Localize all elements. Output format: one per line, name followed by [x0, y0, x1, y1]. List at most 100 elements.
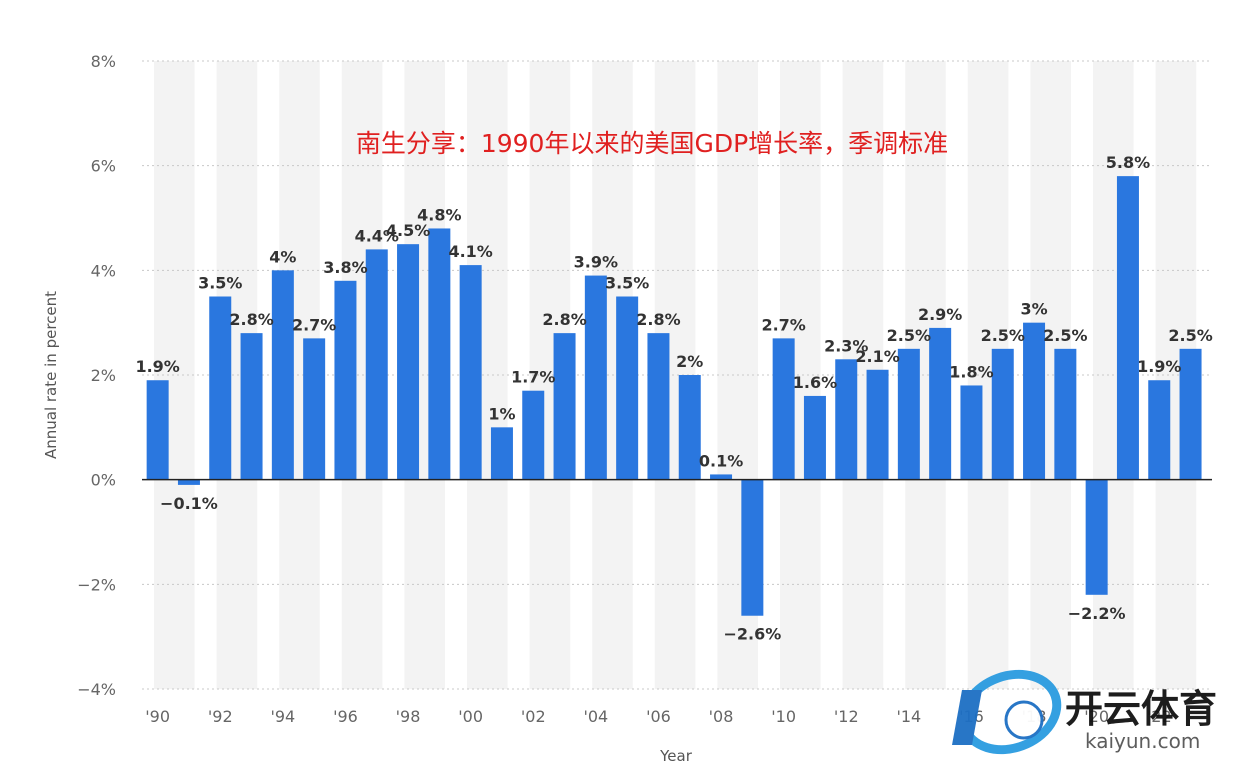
data-label-2017: 2.5%	[981, 326, 1025, 345]
x-tick-label: '96	[333, 707, 358, 726]
x-tick-label: '98	[396, 707, 421, 726]
data-label-2022: 1.9%	[1137, 357, 1181, 376]
x-tick-label: '94	[270, 707, 295, 726]
data-label-2006: 2.8%	[636, 310, 680, 329]
bar-2017	[991, 348, 1014, 480]
bar-1998	[397, 244, 420, 480]
bar-2015	[929, 327, 952, 480]
bar-2014	[897, 348, 920, 480]
bar-2012	[835, 359, 858, 480]
x-tick-label: '06	[646, 707, 671, 726]
data-label-2010: 2.7%	[761, 315, 805, 334]
x-axis-title: Year	[659, 747, 693, 765]
soccer-ball-icon	[1004, 700, 1044, 740]
x-tick-label: '20	[1084, 707, 1109, 726]
data-label-2002: 1.7%	[511, 368, 555, 387]
data-label-2009: −2.6%	[723, 625, 781, 644]
y-tick-label: 2%	[91, 366, 116, 385]
data-label-2019: 2.5%	[1043, 326, 1087, 345]
data-label-2014: 2.5%	[887, 326, 931, 345]
x-tick-label: '00	[458, 707, 483, 726]
data-label-2021: 5.8%	[1106, 153, 1150, 172]
bar-1994	[271, 270, 294, 480]
data-labels: 1.9% −0.1% 3.5% 2.8% 4% 2.7% 3.8% 4.4%4.5%4.8% 4…	[135, 153, 1212, 644]
x-tick-label: '90	[145, 707, 170, 726]
bar-1995	[303, 338, 326, 480]
bar-2011	[803, 395, 826, 480]
x-tick-label: '10	[771, 707, 796, 726]
bar-2008	[710, 474, 733, 480]
data-label-1996: 3.8%	[323, 258, 367, 277]
data-label-2000: 4.1%	[448, 242, 492, 261]
data-label-2008: 0.1%	[699, 451, 743, 470]
data-label-1997: 4.4%	[355, 226, 399, 245]
x-tick-label: '12	[834, 707, 859, 726]
bar-2021	[1116, 176, 1139, 480]
data-label-1994: 4%	[269, 247, 296, 266]
bar-2022	[1148, 380, 1171, 480]
bars	[146, 176, 1202, 616]
logo-k-icon	[952, 690, 982, 745]
bar-2020	[1085, 479, 1108, 595]
data-label-2013: 2.1%	[855, 347, 899, 366]
data-label-2018: 3%	[1020, 300, 1047, 319]
bar-2001	[490, 427, 513, 480]
bar-2002	[522, 390, 545, 480]
bar-1997	[365, 249, 388, 480]
y-tick-label: 0%	[91, 471, 116, 490]
x-tick-label: '22	[1147, 707, 1172, 726]
data-label-1992: 3.5%	[198, 274, 242, 293]
data-label-2004: 3.9%	[574, 253, 618, 272]
data-label-2011: 1.6%	[793, 373, 837, 392]
bar-2006	[647, 333, 670, 480]
data-label-2020: −2.2%	[1068, 604, 1126, 623]
chart-title: 南生分享：1990年以来的美国GDP增长率，季调标准	[356, 129, 948, 158]
data-label-1993: 2.8%	[229, 310, 273, 329]
data-label-2023: 2.5%	[1168, 326, 1212, 345]
data-label-1991: −0.1%	[160, 494, 218, 513]
bar-1991	[177, 479, 200, 485]
bar-2003	[553, 333, 576, 480]
data-label-2007: 2%	[676, 352, 703, 371]
data-label-2015: 2.9%	[918, 305, 962, 324]
x-tick-label: '02	[521, 707, 546, 726]
data-label-2003: 2.8%	[542, 310, 586, 329]
bar-1999	[428, 228, 451, 480]
x-tick-label: '04	[583, 707, 608, 726]
data-label-2005: 3.5%	[605, 274, 649, 293]
x-tick-label: '08	[709, 707, 734, 726]
y-tick-label: −4%	[77, 680, 116, 699]
data-label-1999: 4.8%	[417, 205, 461, 224]
y-tick-label: −2%	[77, 575, 116, 594]
bar-2000	[459, 265, 482, 480]
bar-1992	[209, 296, 232, 480]
data-label-2012: 2.3%	[824, 336, 868, 355]
x-axis-ticks: '90 '92 '94 '96 '98 '00 '02 '04 '06 '08 '10 '12 '14 '…	[145, 707, 1171, 726]
bar-1990	[146, 380, 169, 480]
bar-2005	[616, 296, 639, 480]
y-axis-ticks: 8% 6% 4% 2% 0% −2% −4%	[77, 52, 116, 699]
data-label-1995: 2.7%	[292, 315, 336, 334]
data-label-1990: 1.9%	[135, 357, 179, 376]
y-tick-label: 4%	[91, 261, 116, 280]
y-axis-title: Annual rate in percent	[42, 291, 60, 459]
y-tick-label: 6%	[91, 157, 116, 176]
bar-2018	[1023, 322, 1046, 480]
bar-1996	[334, 280, 357, 480]
bar-2016	[960, 385, 983, 480]
data-label-2001: 1%	[488, 404, 515, 423]
bar-2007	[678, 375, 701, 480]
x-tick-label: '14	[896, 707, 921, 726]
bar-2013	[866, 369, 889, 480]
bar-2009	[741, 479, 764, 616]
data-label-1998: 4.5%	[386, 221, 430, 240]
y-tick-label: 8%	[91, 52, 116, 71]
bar-2010	[772, 338, 795, 480]
watermark-sub: kaiyun.com	[1085, 729, 1200, 753]
bar-2023	[1179, 348, 1202, 480]
bar-1993	[240, 333, 263, 480]
watermark-logo: 开云体育 kaiyun.com	[952, 669, 1217, 755]
data-label-2016: 1.8%	[949, 362, 993, 381]
x-tick-label: '92	[208, 707, 233, 726]
